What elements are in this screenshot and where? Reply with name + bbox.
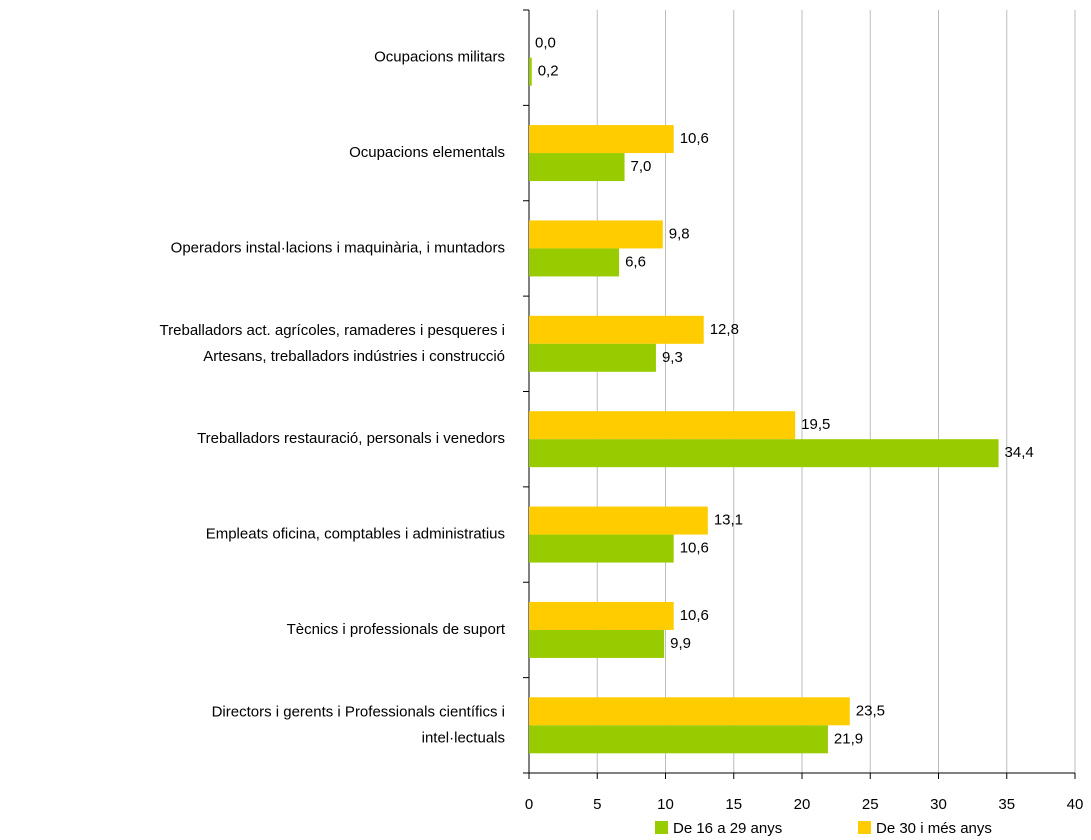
bar <box>529 343 656 372</box>
y-tick-label: Directors i gerents i Professionals cien… <box>212 703 505 746</box>
bar <box>529 315 704 344</box>
bar <box>529 697 850 726</box>
y-tick-label: Treballadors restauració, personals i ve… <box>197 430 505 447</box>
bar <box>529 725 828 754</box>
bar <box>529 411 796 440</box>
value-label: 9,3 <box>662 349 683 366</box>
value-label: 9,8 <box>669 225 690 242</box>
x-tick-label: 35 <box>998 796 1015 813</box>
value-label: 19,5 <box>801 416 830 433</box>
x-tick-label: 10 <box>657 796 674 813</box>
x-tick-label: 40 <box>1067 796 1084 813</box>
y-tick-label: Empleats oficina, comptables i administr… <box>206 526 505 543</box>
value-label: 0,2 <box>538 63 559 80</box>
legend-label: De 16 a 29 anys <box>673 820 782 837</box>
bar <box>529 439 999 468</box>
value-label: 13,1 <box>714 512 743 529</box>
x-tick-label: 0 <box>525 796 533 813</box>
value-label: 10,6 <box>680 130 709 147</box>
value-label: 23,5 <box>856 702 885 719</box>
x-tick-label: 30 <box>930 796 947 813</box>
legend-swatch <box>655 821 668 834</box>
bar <box>529 220 663 249</box>
value-label: 10,6 <box>680 607 709 624</box>
y-tick-label: Treballadors act. agrícoles, ramaderes i… <box>160 322 505 365</box>
y-tick-label: Ocupacions elementals <box>349 144 505 161</box>
bar <box>529 534 674 563</box>
bar <box>529 125 674 154</box>
bar <box>529 629 665 658</box>
value-label: 12,8 <box>710 321 739 338</box>
value-label: 21,9 <box>834 730 863 747</box>
bar <box>529 248 620 277</box>
x-tick-label: 15 <box>725 796 742 813</box>
x-tick-label: 5 <box>593 796 601 813</box>
value-label: 0,0 <box>535 35 556 52</box>
bar <box>529 57 532 86</box>
bar <box>529 153 625 182</box>
value-label: 7,0 <box>631 158 652 175</box>
bar <box>529 601 674 630</box>
value-label: 34,4 <box>1005 444 1034 461</box>
x-tick-label: 25 <box>862 796 879 813</box>
legend-label: De 30 i més anys <box>876 820 992 837</box>
y-tick-label: Tècnics i professionals de suport <box>287 621 506 638</box>
value-label: 6,6 <box>625 253 646 270</box>
y-tick-label: Ocupacions militars <box>374 49 505 66</box>
legend-swatch <box>858 821 871 834</box>
bar <box>529 506 708 535</box>
x-tick-label: 20 <box>794 796 811 813</box>
value-label: 10,6 <box>680 540 709 557</box>
value-label: 9,9 <box>670 635 691 652</box>
y-tick-label: Operadors instal·lacions i maquinària, i… <box>171 239 505 256</box>
